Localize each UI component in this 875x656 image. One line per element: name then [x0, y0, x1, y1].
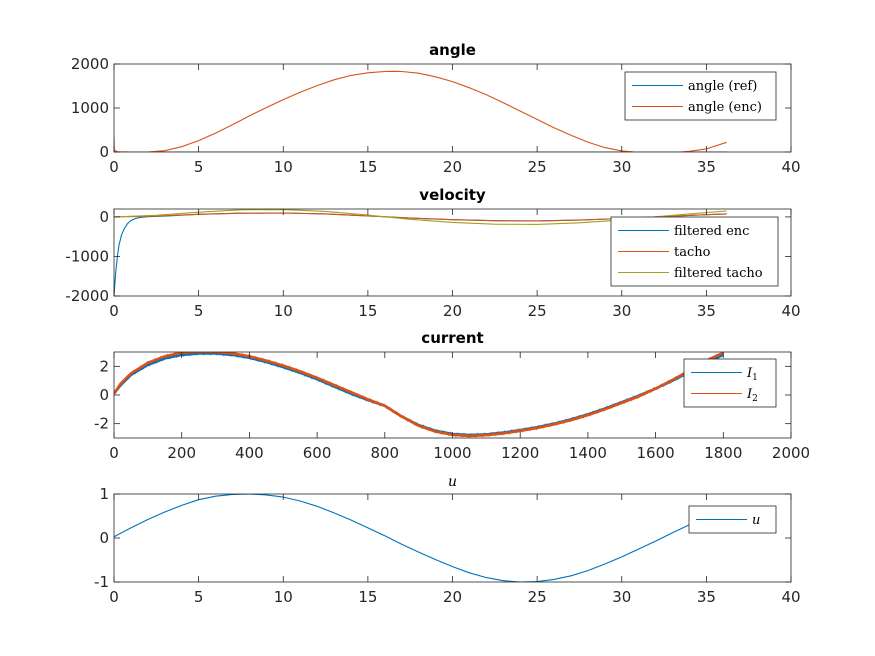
legend: angle (ref) angle (enc) [624, 71, 777, 121]
x-tick-label: 40 [781, 302, 800, 320]
x-tick-label: 30 [612, 588, 631, 606]
x-tick-label: 1000 [433, 444, 471, 462]
plot-area [114, 352, 791, 438]
legend-entry: I2 [746, 387, 758, 404]
x-tick-label: 5 [194, 302, 204, 320]
chart-title: u [448, 474, 457, 490]
x-tick-label: 2000 [772, 444, 810, 462]
legend-entry: I1 [746, 366, 758, 383]
x-tick-label: 30 [612, 158, 631, 176]
legend-box [683, 358, 777, 408]
x-tick-label: 200 [167, 444, 196, 462]
x-tick-label: 400 [235, 444, 264, 462]
x-tick-label: 15 [358, 588, 377, 606]
y-tick-label: 0 [99, 143, 109, 161]
subplot-velocity: 0 5 10 15 20 25 30 35 40 -2000 -1000 0 velocity filte… [65, 186, 800, 320]
chart-title: angle [429, 41, 476, 59]
x-tick-label: 800 [370, 444, 399, 462]
legend-entry: tacho [674, 245, 711, 260]
x-tick-label: 0 [109, 588, 119, 606]
y-tick-label: 2000 [71, 55, 109, 73]
x-tick-label: 25 [528, 302, 547, 320]
subplot-angle: 0 5 10 15 20 25 30 35 40 0 1000 2000 angle angle (ref… [71, 41, 801, 176]
x-tick-label: 1200 [501, 444, 539, 462]
y-tick-label: -2 [94, 415, 109, 433]
y-tick-label: 1 [99, 485, 109, 503]
x-tick-label: 25 [528, 158, 547, 176]
x-tick-label: 40 [781, 158, 800, 176]
legend: u [688, 505, 777, 534]
y-tick-label: 0 [99, 386, 109, 404]
x-tick-label: 40 [781, 588, 800, 606]
x-tick-label: 0 [109, 302, 119, 320]
x-tick-label: 600 [303, 444, 332, 462]
x-tick-label: 10 [274, 158, 293, 176]
y-tick-label: 0 [99, 529, 109, 547]
x-tick-label: 25 [528, 588, 547, 606]
x-tick-label: 0 [109, 158, 119, 176]
subplot-current: 0 200 400 600 800 1000 1200 1400 1600 1800 2000-20… [94, 329, 810, 462]
legend-entry: filtered tacho [674, 266, 763, 281]
y-tick-label: 1000 [71, 99, 109, 117]
y-tick-label: -2000 [65, 287, 109, 305]
x-tick-label: 10 [274, 302, 293, 320]
chart-title: velocity [419, 186, 486, 204]
y-tick-label: 2 [99, 357, 109, 375]
series-line-u [114, 494, 727, 582]
legend: filtered enc tacho filtered tacho [610, 216, 779, 287]
legend-box [624, 71, 777, 121]
x-tick-label: 1600 [637, 444, 675, 462]
y-tick-label: 0 [99, 208, 109, 226]
plot-area [114, 494, 791, 582]
chart-title: current [421, 329, 483, 347]
series-line-angle-enc- [114, 70, 727, 152]
x-tick-label: 5 [194, 158, 204, 176]
legend-entry: angle (ref) [688, 79, 757, 94]
x-tick-label: 15 [358, 302, 377, 320]
x-tick-label: 15 [358, 158, 377, 176]
legend-entry: angle (enc) [688, 100, 762, 115]
x-tick-label: 0 [109, 444, 119, 462]
x-tick-label: 1800 [704, 444, 742, 462]
y-tick-label: -1000 [65, 247, 109, 265]
legend-entry: u [752, 513, 760, 528]
x-tick-label: 35 [697, 302, 716, 320]
x-tick-label: 10 [274, 588, 293, 606]
legend-box [610, 216, 779, 287]
x-tick-label: 35 [697, 158, 716, 176]
x-tick-label: 5 [194, 588, 204, 606]
legend-entry: filtered enc [674, 224, 749, 239]
x-tick-label: 1400 [569, 444, 607, 462]
x-tick-label: 20 [443, 588, 462, 606]
x-tick-label: 35 [697, 588, 716, 606]
x-tick-label: 30 [612, 302, 631, 320]
y-tick-label: -1 [94, 573, 109, 591]
x-tick-label: 20 [443, 302, 462, 320]
x-tick-label: 20 [443, 158, 462, 176]
